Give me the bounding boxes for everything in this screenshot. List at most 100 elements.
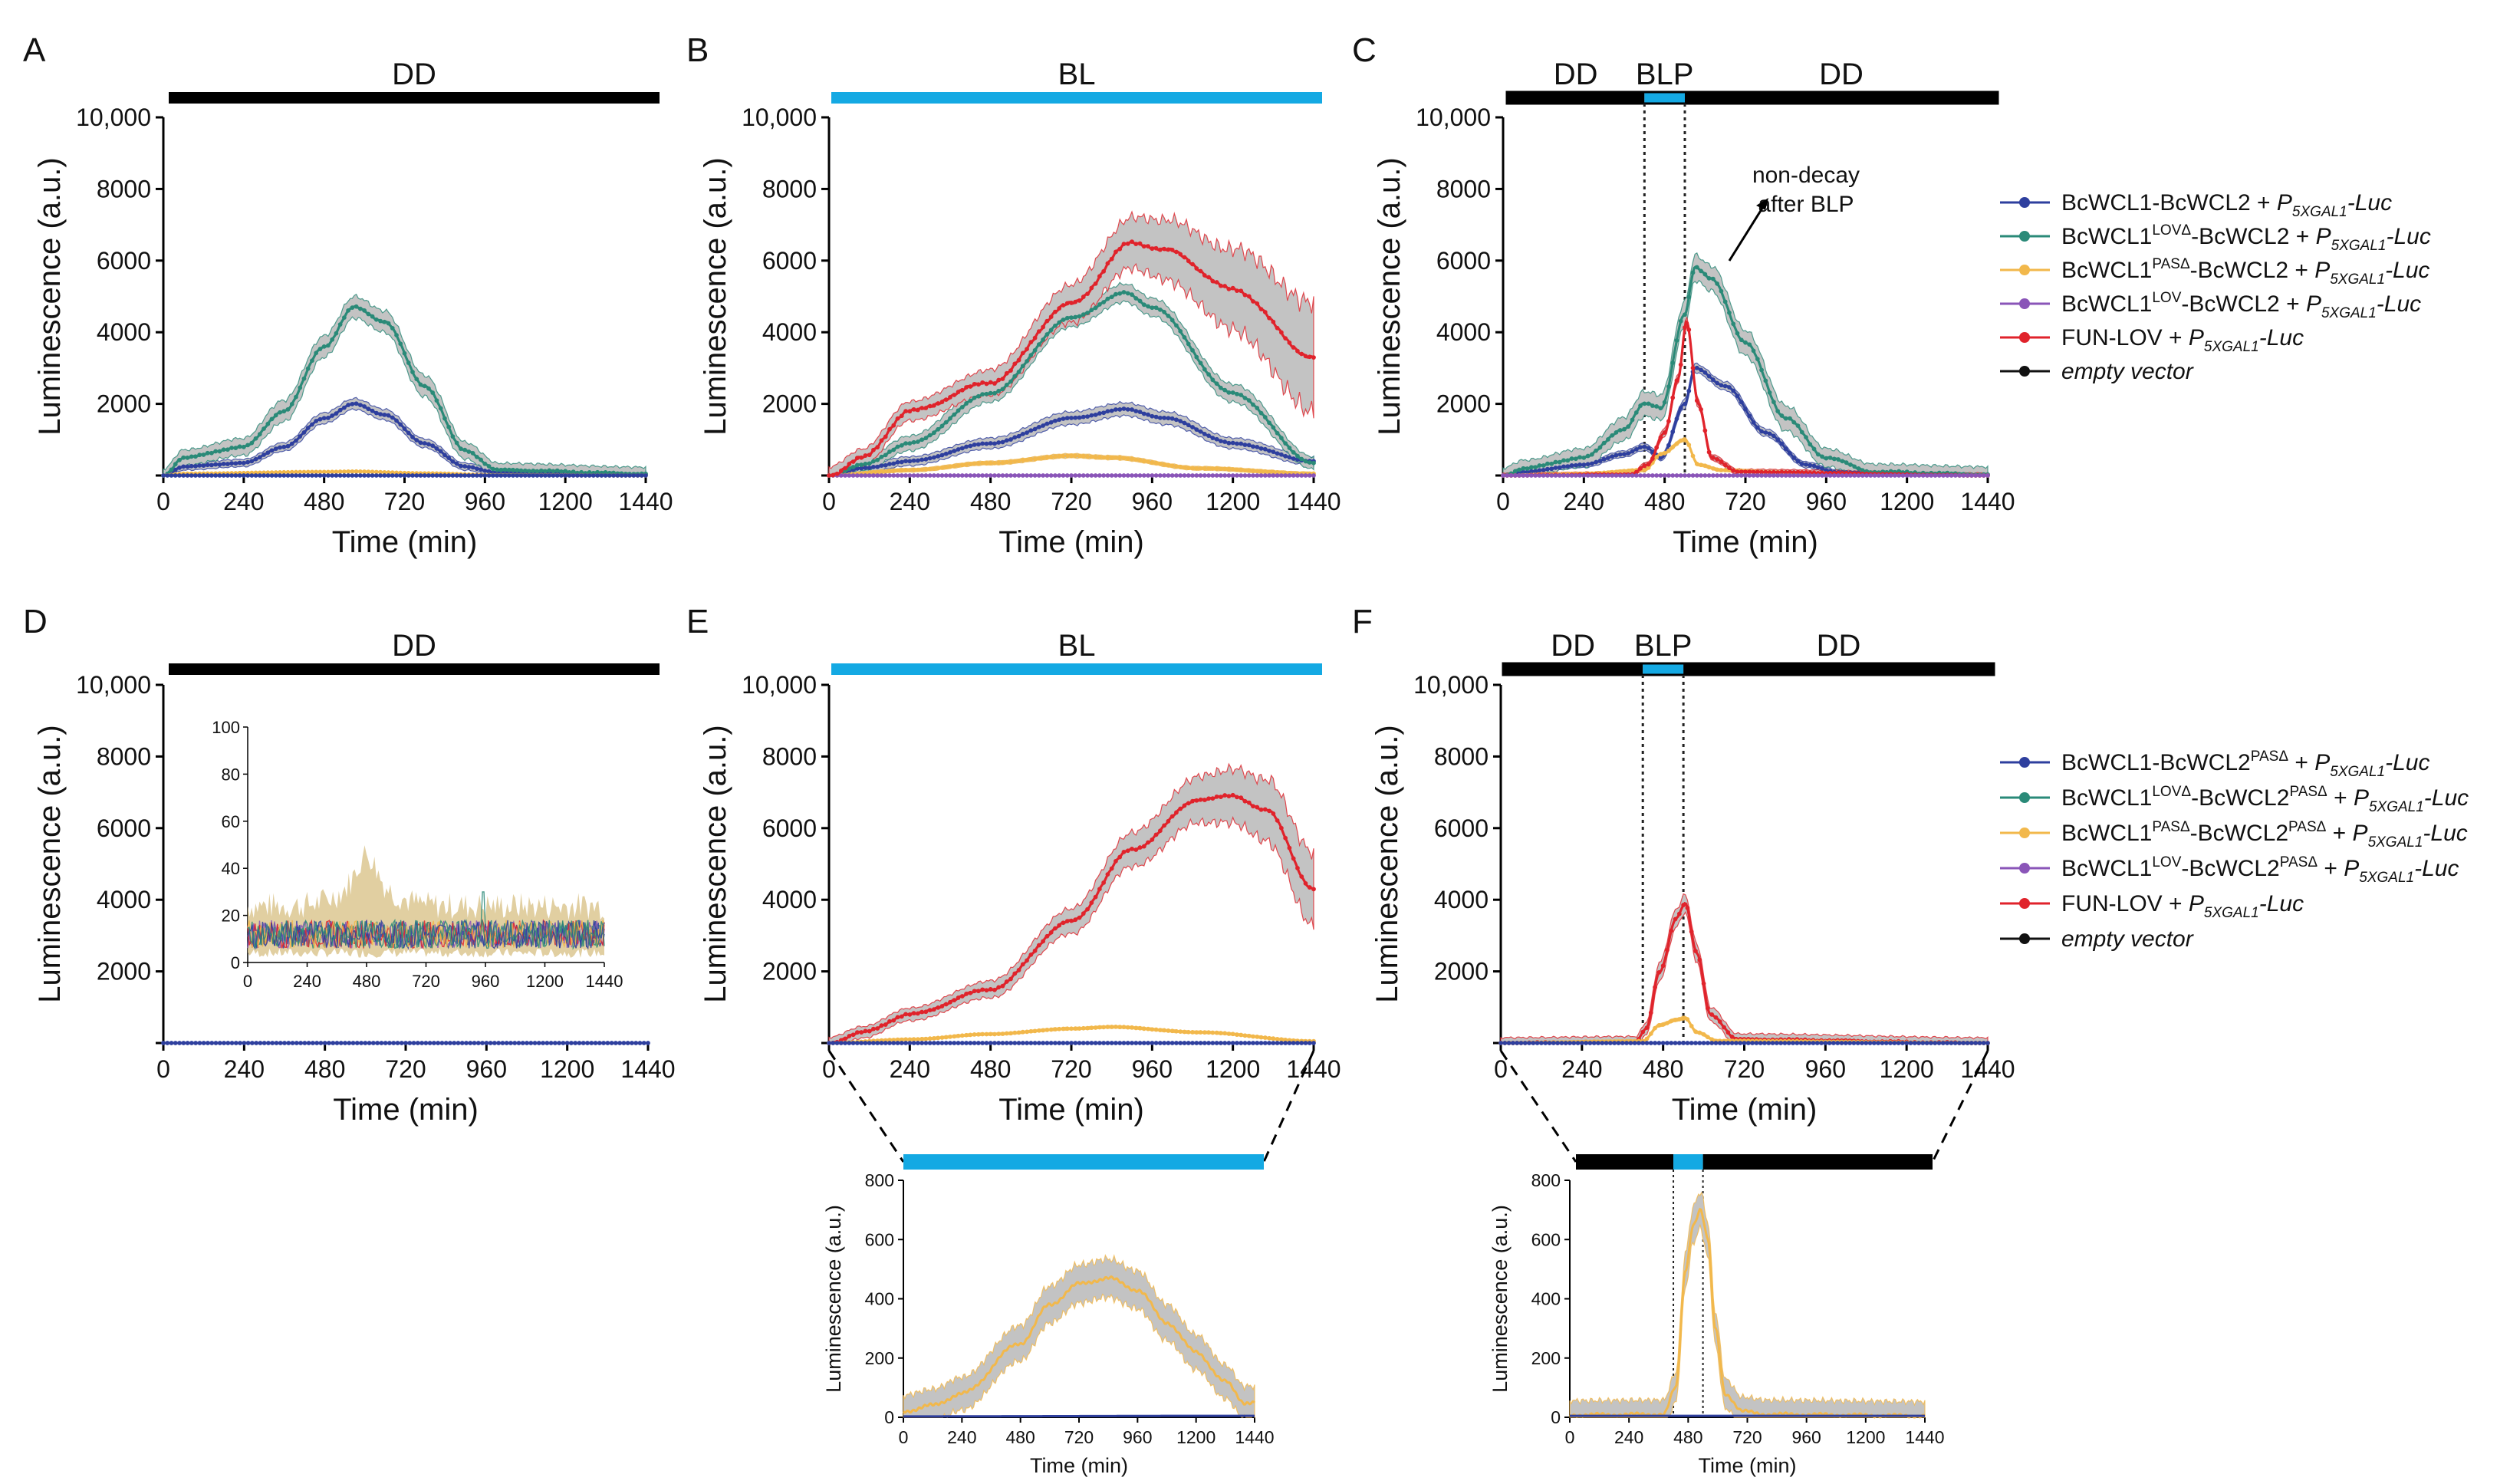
data-point	[1202, 1030, 1207, 1035]
legend-entry: BcWCL1LOVΔ-BcWCL2 + P5XGAL1-Luc	[2061, 222, 2431, 254]
data-point	[1771, 400, 1776, 405]
data-point	[936, 401, 941, 406]
data-point	[883, 452, 888, 458]
data-point	[871, 1026, 876, 1032]
data-point	[590, 473, 596, 478]
data-point	[1799, 429, 1804, 435]
data-point	[911, 406, 916, 412]
data-point	[583, 473, 588, 478]
data-point	[330, 413, 335, 418]
data-point	[1198, 429, 1203, 434]
data-point	[959, 387, 965, 393]
data-point	[903, 1041, 908, 1045]
data-point	[269, 473, 275, 478]
data-point	[1811, 463, 1817, 469]
data-point	[410, 435, 415, 439]
data-point	[1085, 414, 1090, 420]
data-point	[1670, 429, 1676, 434]
data-point	[936, 1005, 941, 1010]
data-point	[1827, 473, 1833, 478]
data-point	[1709, 1041, 1715, 1045]
data-point	[1190, 1030, 1195, 1035]
data-point	[964, 473, 969, 478]
data-point	[907, 459, 913, 464]
condition-bar-blp	[1643, 663, 1684, 675]
inset-x-tick-label: 240	[293, 972, 321, 991]
data-point	[1685, 1041, 1690, 1045]
data-point	[331, 1041, 336, 1045]
data-point	[1178, 473, 1183, 478]
data-point	[1242, 396, 1248, 400]
data-point	[1666, 384, 1671, 389]
data-point	[1235, 1041, 1239, 1045]
data-point	[1690, 453, 1696, 459]
data-point	[286, 1041, 291, 1045]
data-point	[879, 1023, 884, 1028]
data-point	[988, 380, 993, 385]
data-point	[952, 412, 957, 417]
data-point	[1178, 419, 1183, 424]
panel-letter: D	[23, 603, 48, 640]
data-point	[1105, 1025, 1110, 1029]
data-point	[577, 1041, 582, 1045]
data-point	[1025, 1029, 1029, 1035]
data-point	[1157, 1028, 1163, 1032]
legend-entry: BcWCL1LOV-BcWCL2 + P5XGAL1-Luc	[2061, 290, 2421, 321]
inset-y-tick-label: 80	[222, 765, 240, 784]
data-point	[996, 440, 1002, 445]
data-point	[410, 370, 415, 374]
data-point	[1048, 930, 1054, 935]
data-point	[1783, 470, 1788, 475]
legend-swatch-dot	[2019, 231, 2030, 242]
data-point	[1738, 1041, 1743, 1045]
data-point	[1656, 1023, 1662, 1028]
data-point	[1251, 469, 1255, 474]
data-point	[827, 473, 831, 478]
data-point	[330, 337, 335, 342]
data-point	[495, 473, 499, 478]
data-point	[1585, 453, 1591, 459]
data-point	[984, 1041, 989, 1045]
legend-entry-part: -Luc	[2385, 750, 2429, 775]
data-point	[337, 322, 343, 327]
data-point	[1852, 473, 1857, 478]
data-point	[1101, 1041, 1107, 1045]
data-point	[1020, 473, 1025, 478]
data-point	[1702, 463, 1708, 469]
data-point	[1198, 360, 1203, 366]
data-point	[373, 473, 379, 478]
data-point	[1557, 459, 1562, 465]
data-point	[1725, 1041, 1731, 1045]
data-point	[1133, 242, 1139, 247]
data-point	[1186, 341, 1191, 347]
data-point	[527, 469, 531, 474]
data-point	[1169, 247, 1175, 252]
data-point	[278, 1041, 283, 1045]
data-point	[1008, 368, 1013, 373]
data-point	[1069, 1041, 1074, 1045]
data-point	[639, 473, 644, 478]
data-point	[1202, 798, 1207, 802]
data-point	[1299, 456, 1304, 462]
data-point	[1109, 256, 1114, 262]
legend-entry-part: PASΔ	[2251, 749, 2289, 765]
data-point	[1041, 337, 1046, 342]
data-point	[462, 464, 468, 469]
data-point	[854, 456, 860, 460]
data-point	[1831, 473, 1837, 478]
x-tick-label: 960	[1805, 1055, 1846, 1083]
data-point	[1669, 1018, 1674, 1024]
data-point	[373, 317, 379, 322]
legend-entry-part: PASΔ	[2289, 784, 2327, 800]
data-point	[1020, 1041, 1025, 1045]
data-point	[285, 473, 291, 478]
data-point	[597, 1041, 602, 1045]
data-point	[1614, 430, 1619, 435]
data-point	[294, 469, 298, 475]
data-point	[996, 460, 1002, 466]
data-point	[1678, 473, 1683, 478]
data-point	[1767, 390, 1772, 395]
data-point	[282, 1041, 287, 1045]
data-point	[1275, 1036, 1280, 1041]
data-point	[362, 404, 367, 409]
